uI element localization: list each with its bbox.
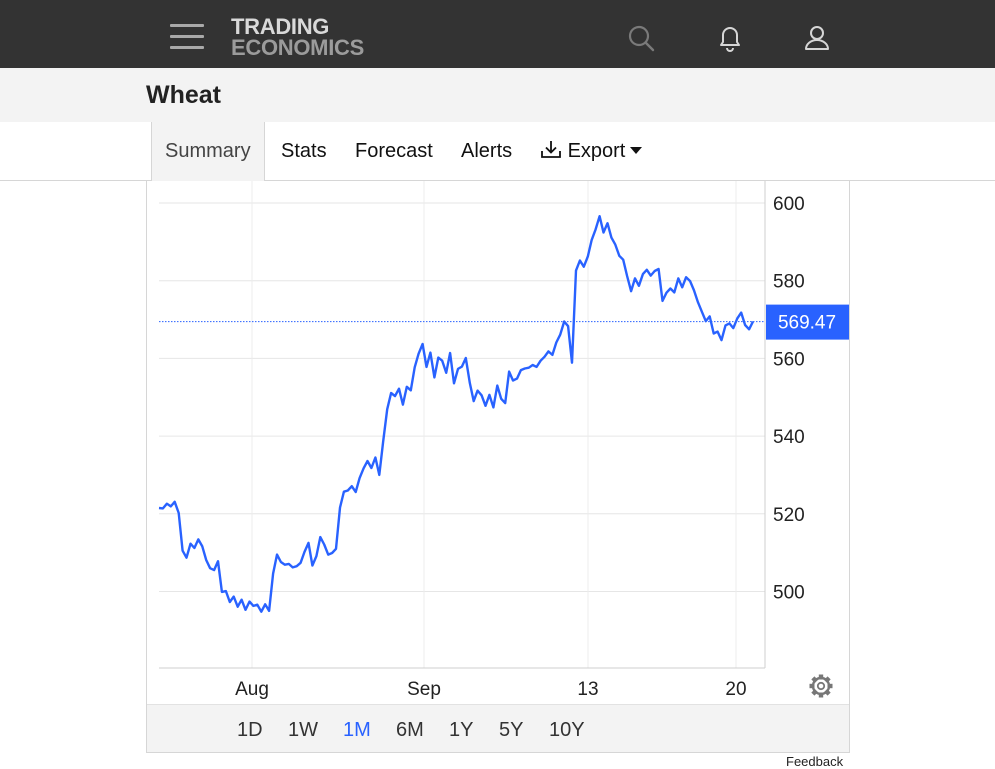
tab-bar: Summary Stats Forecast Alerts Export bbox=[0, 122, 995, 181]
range-1y-button[interactable]: 1Y bbox=[449, 719, 474, 741]
range-5y-button[interactable]: 5Y bbox=[499, 719, 524, 741]
price-series-line bbox=[158, 215, 755, 613]
range-1m-button[interactable]: 1M bbox=[343, 719, 371, 741]
last-price-tag bbox=[766, 304, 849, 340]
bell-icon[interactable] bbox=[715, 22, 745, 54]
tab-stats[interactable]: Stats bbox=[281, 140, 327, 162]
x-tick-label: 20 bbox=[725, 679, 746, 700]
y-tick-label: 540 bbox=[773, 427, 805, 448]
range-6m-button[interactable]: 6M bbox=[396, 719, 424, 741]
range-1d-button[interactable]: 1D bbox=[237, 719, 263, 741]
y-tick-label: 500 bbox=[773, 583, 805, 604]
menu-icon[interactable] bbox=[170, 24, 204, 50]
tab-export[interactable]: Export bbox=[540, 122, 643, 181]
y-tick-label: 520 bbox=[773, 505, 805, 526]
gear-icon[interactable] bbox=[809, 674, 833, 698]
x-tick-label: 13 bbox=[577, 679, 598, 700]
range-selector: 1D 1W 1M 6M 1Y 5Y 10Y bbox=[147, 704, 849, 752]
page-title: Wheat bbox=[146, 81, 221, 109]
user-icon[interactable] bbox=[802, 22, 832, 54]
search-icon[interactable] bbox=[626, 22, 656, 54]
y-tick-label: 560 bbox=[773, 349, 805, 370]
tab-forecast[interactable]: Forecast bbox=[355, 140, 433, 162]
range-1w-button[interactable]: 1W bbox=[288, 719, 318, 741]
range-10y-button[interactable]: 10Y bbox=[549, 719, 585, 741]
last-price-label: 569.47 bbox=[778, 313, 836, 334]
tab-summary[interactable]: Summary bbox=[151, 122, 265, 181]
logo-line-2: ECONOMICS bbox=[231, 35, 364, 60]
tab-alerts[interactable]: Alerts bbox=[461, 140, 513, 162]
top-navigation-bar: TRADING ECONOMICS bbox=[0, 0, 995, 68]
trading-economics-logo[interactable]: TRADING ECONOMICS bbox=[231, 14, 364, 60]
x-tick-label: Aug bbox=[235, 679, 269, 700]
chart-panel: 500 520 540 560 580 600 Aug Sep 13 20 569.47 1D 1W… bbox=[146, 181, 850, 753]
price-chart[interactable]: 500 520 540 560 580 600 Aug Sep 13 20 569.47 bbox=[147, 181, 849, 704]
y-tick-label: 600 bbox=[773, 194, 805, 215]
feedback-link[interactable]: Feedback bbox=[786, 754, 844, 769]
title-bar bbox=[0, 68, 995, 122]
download-icon bbox=[541, 141, 561, 158]
export-label: Export bbox=[567, 140, 626, 162]
logo-line-1: TRADING bbox=[231, 14, 330, 39]
chevron-down-icon bbox=[630, 146, 643, 154]
y-tick-label: 580 bbox=[773, 272, 805, 293]
x-tick-label: Sep bbox=[407, 679, 441, 700]
